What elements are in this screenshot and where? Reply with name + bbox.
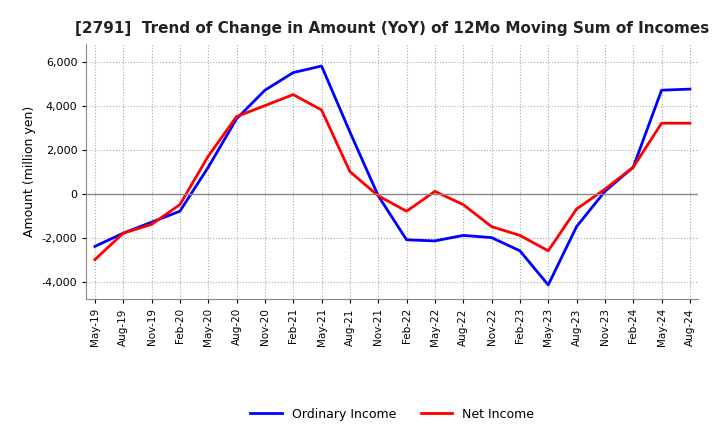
Ordinary Income	[119, 231, 127, 236]
Ordinary Income	[204, 165, 212, 170]
Ordinary Income	[176, 209, 184, 214]
Net Income	[261, 103, 269, 108]
Ordinary Income	[318, 63, 326, 69]
Net Income	[204, 154, 212, 159]
Net Income	[544, 248, 552, 253]
Ordinary Income	[431, 238, 439, 244]
Net Income	[657, 121, 666, 126]
Line: Ordinary Income: Ordinary Income	[95, 66, 690, 285]
Net Income	[346, 169, 354, 174]
Ordinary Income	[91, 244, 99, 249]
Net Income	[148, 222, 156, 227]
Ordinary Income	[572, 224, 581, 229]
Net Income	[318, 107, 326, 113]
Net Income	[487, 224, 496, 229]
Title: [2791]  Trend of Change in Amount (YoY) of 12Mo Moving Sum of Incomes: [2791] Trend of Change in Amount (YoY) o…	[76, 21, 709, 36]
Ordinary Income	[374, 193, 382, 198]
Ordinary Income	[629, 165, 637, 170]
Net Income	[516, 233, 524, 238]
Ordinary Income	[402, 237, 411, 242]
Ordinary Income	[459, 233, 467, 238]
Ordinary Income	[346, 129, 354, 135]
Net Income	[402, 209, 411, 214]
Ordinary Income	[600, 189, 609, 194]
Ordinary Income	[516, 248, 524, 253]
Net Income	[91, 257, 99, 262]
Net Income	[374, 193, 382, 198]
Legend: Ordinary Income, Net Income: Ordinary Income, Net Income	[246, 403, 539, 425]
Ordinary Income	[148, 220, 156, 225]
Ordinary Income	[487, 235, 496, 240]
Line: Net Income: Net Income	[95, 95, 690, 260]
Net Income	[431, 189, 439, 194]
Net Income	[629, 165, 637, 170]
Net Income	[572, 206, 581, 212]
Y-axis label: Amount (million yen): Amount (million yen)	[23, 106, 36, 237]
Net Income	[289, 92, 297, 97]
Ordinary Income	[685, 86, 694, 92]
Net Income	[685, 121, 694, 126]
Ordinary Income	[261, 88, 269, 93]
Ordinary Income	[289, 70, 297, 75]
Ordinary Income	[233, 116, 241, 121]
Net Income	[459, 202, 467, 207]
Net Income	[600, 187, 609, 192]
Ordinary Income	[544, 282, 552, 288]
Ordinary Income	[657, 88, 666, 93]
Net Income	[119, 231, 127, 236]
Net Income	[176, 202, 184, 207]
Net Income	[233, 114, 241, 119]
